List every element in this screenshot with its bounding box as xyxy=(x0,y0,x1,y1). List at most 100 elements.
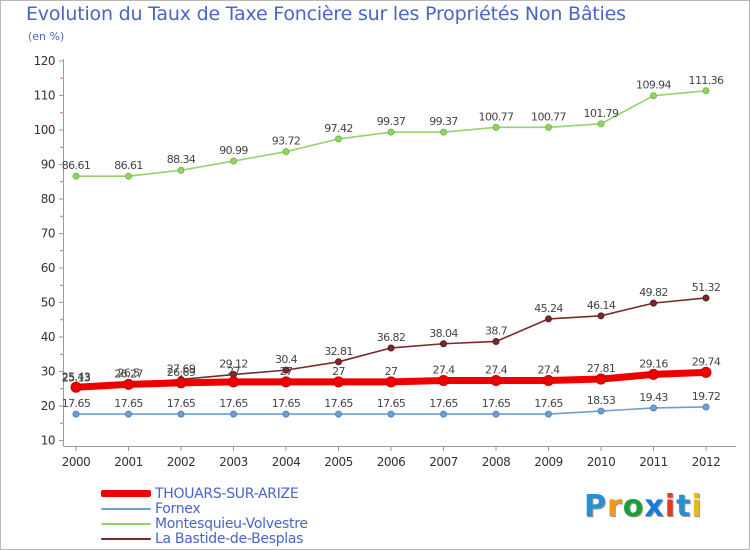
data-label-thouars-sur-arize: 27 xyxy=(332,365,345,378)
data-point-fornex xyxy=(492,410,500,418)
data-point-montesquieu-volvestre xyxy=(282,148,290,156)
data-label-la-bastide-de-besplas: 32.81 xyxy=(324,345,353,358)
y-axis-unit: (en %) xyxy=(28,30,65,43)
data-point-montesquieu-volvestre xyxy=(230,157,237,165)
x-tick-label: 2012 xyxy=(692,455,721,469)
data-label-fornex: 17.65 xyxy=(114,397,143,410)
data-label-la-bastide-de-besplas: 38.7 xyxy=(485,324,508,337)
x-tick-label: 2008 xyxy=(482,455,511,469)
x-tick-label: 2009 xyxy=(534,455,563,469)
data-label-montesquieu-volvestre: 93.72 xyxy=(272,135,301,148)
data-point-montesquieu-volvestre xyxy=(125,172,132,180)
x-tick-label: 2007 xyxy=(429,455,458,469)
data-label-montesquieu-volvestre: 86.61 xyxy=(114,159,143,172)
y-tick-label: 50 xyxy=(41,296,55,310)
data-point-fornex xyxy=(440,410,447,418)
data-label-fornex: 17.65 xyxy=(167,397,196,410)
data-label-fornex: 17.65 xyxy=(429,397,458,410)
data-label-montesquieu-volvestre: 88.34 xyxy=(167,153,196,166)
data-label-fornex: 17.65 xyxy=(377,397,406,410)
data-label-la-bastide-de-besplas: 38.04 xyxy=(429,327,458,340)
data-point-thouars-sur-arize xyxy=(543,374,554,386)
data-point-thouars-sur-arize xyxy=(123,378,134,390)
data-label-thouars-sur-arize: 27 xyxy=(227,365,240,378)
legend-label-fornex: Fornex xyxy=(155,500,201,517)
y-tick-label: 100 xyxy=(34,123,55,137)
data-point-fornex xyxy=(702,403,710,411)
data-label-montesquieu-volvestre: 111.36 xyxy=(689,74,724,87)
data-label-fornex: 19.72 xyxy=(692,390,721,403)
data-label-montesquieu-volvestre: 99.37 xyxy=(377,115,406,128)
x-tick-label: 2010 xyxy=(587,455,616,469)
data-point-fornex xyxy=(650,404,657,412)
x-tick-label: 2006 xyxy=(377,455,406,469)
data-point-thouars-sur-arize xyxy=(70,381,82,393)
data-label-la-bastide-de-besplas: 25.13 xyxy=(62,371,91,384)
data-label-fornex: 17.65 xyxy=(272,397,301,410)
logo-letter: x xyxy=(644,489,665,524)
data-label-la-bastide-de-besplas: 26.5 xyxy=(117,367,140,380)
data-point-thouars-sur-arize xyxy=(228,376,239,388)
y-tick-label: 40 xyxy=(41,330,55,344)
data-label-thouars-sur-arize: 27 xyxy=(280,365,293,378)
data-point-la-bastide-de-besplas xyxy=(387,344,395,352)
proxiti-logo: Proxiti xyxy=(584,489,703,524)
data-point-montesquieu-volvestre xyxy=(597,120,605,128)
data-label-fornex: 18.53 xyxy=(587,394,616,407)
data-point-fornex xyxy=(282,410,290,418)
data-label-montesquieu-volvestre: 100.77 xyxy=(531,110,566,123)
data-label-la-bastide-de-besplas: 29.12 xyxy=(219,358,248,371)
data-point-fornex xyxy=(177,410,185,418)
data-point-montesquieu-volvestre xyxy=(702,87,710,95)
data-label-montesquieu-volvestre: 100.77 xyxy=(479,110,514,123)
y-tick-label: 80 xyxy=(41,192,55,206)
data-point-montesquieu-volvestre xyxy=(492,123,500,131)
data-point-la-bastide-de-besplas xyxy=(335,358,342,366)
x-tick-label: 2000 xyxy=(62,455,91,469)
data-label-fornex: 17.65 xyxy=(482,397,511,410)
data-label-thouars-sur-arize: 29.16 xyxy=(639,357,668,370)
y-tick-label: 90 xyxy=(41,158,55,172)
y-tick-label: 110 xyxy=(34,89,55,103)
data-point-la-bastide-de-besplas xyxy=(440,340,447,348)
data-point-thouars-sur-arize xyxy=(385,376,397,388)
data-point-thouars-sur-arize xyxy=(700,366,712,378)
data-label-thouars-sur-arize: 29.74 xyxy=(692,355,721,368)
legend-item-bastide[interactable]: La Bastide-de-Besplas xyxy=(101,530,308,547)
data-point-fornex xyxy=(387,410,395,418)
y-tick-label: 120 xyxy=(34,54,55,68)
data-point-fornex xyxy=(125,410,132,418)
data-label-thouars-sur-arize: 27.4 xyxy=(537,363,560,376)
data-label-montesquieu-volvestre: 101.79 xyxy=(584,107,619,120)
x-tick-label: 2002 xyxy=(167,455,196,469)
data-point-montesquieu-volvestre xyxy=(177,166,185,174)
legend-item-thouars[interactable]: THOUARS-SUR-ARIZE xyxy=(101,486,308,502)
x-tick-label: 2001 xyxy=(114,455,143,469)
logo-letter: o xyxy=(622,489,645,524)
data-label-thouars-sur-arize: 27 xyxy=(385,365,398,378)
data-label-montesquieu-volvestre: 99.37 xyxy=(429,115,458,128)
data-label-fornex: 17.65 xyxy=(324,397,353,410)
data-label-fornex: 17.65 xyxy=(534,397,563,410)
x-tick-label: 2011 xyxy=(639,455,668,469)
data-point-thouars-sur-arize xyxy=(438,374,449,386)
legend-item-fornex[interactable]: Fornex xyxy=(101,500,308,517)
data-label-la-bastide-de-besplas: 51.32 xyxy=(692,281,721,294)
x-tick-label: 2003 xyxy=(219,455,248,469)
data-point-la-bastide-de-besplas xyxy=(597,312,605,320)
data-point-montesquieu-volvestre xyxy=(650,92,657,100)
data-point-thouars-sur-arize xyxy=(280,376,292,388)
data-point-montesquieu-volvestre xyxy=(545,123,552,131)
data-label-thouars-sur-arize: 26.27 xyxy=(114,367,143,380)
data-point-la-bastide-de-besplas xyxy=(650,299,657,307)
data-label-fornex: 17.65 xyxy=(62,397,91,410)
data-point-fornex xyxy=(72,410,80,418)
logo-letter: i xyxy=(691,489,703,524)
data-label-thouars-sur-arize: 27.4 xyxy=(485,363,508,376)
legend-item-montesquieu[interactable]: Montesquieu-Volvestre xyxy=(101,516,308,532)
data-point-montesquieu-volvestre xyxy=(335,135,342,143)
legend-label-bastide: La Bastide-de-Besplas xyxy=(155,530,304,547)
chart-title: Evolution du Taux de Taxe Foncière sur l… xyxy=(26,3,626,25)
x-tick-label: 2005 xyxy=(324,455,353,469)
